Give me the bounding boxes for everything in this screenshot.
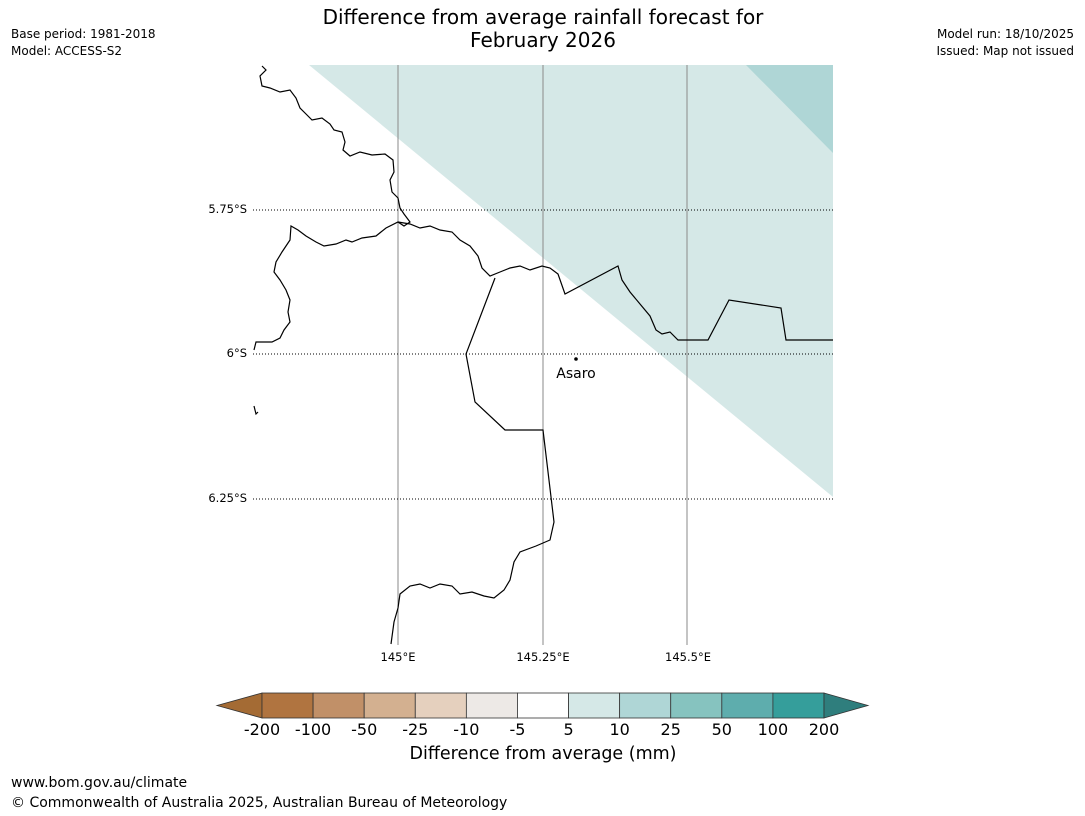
colorbar-segment <box>312 692 365 719</box>
lat-label: 6°S <box>227 346 247 360</box>
longitude-labels: 145°E 145.25°E 145.5°E <box>381 650 711 664</box>
lon-label: 145°E <box>381 650 416 664</box>
colorbar-segment <box>568 692 621 719</box>
colorbar <box>215 692 870 719</box>
colorbar-tick-label: -50 <box>351 720 377 739</box>
header-left: Base period: 1981-2018 Model: ACCESS-S2 <box>11 26 156 60</box>
boundary-south <box>390 277 555 645</box>
colorbar-segment <box>619 692 672 719</box>
model-text: Model: ACCESS-S2 <box>11 44 123 58</box>
colorbar-segment <box>670 692 723 719</box>
colorbar-segment <box>363 692 416 719</box>
place-marker-asaro: Asaro <box>556 357 596 382</box>
colorbar-segment <box>772 692 825 719</box>
colorbar-ticks: -200 -100 -50 -25 -10 -5 5 10 25 50 100 200 <box>244 720 839 739</box>
base-period-text: Base period: 1981-2018 <box>11 27 156 41</box>
header-right: Model run: 18/10/2025 Issued: Map not is… <box>936 26 1074 60</box>
lat-label: 6.25°S <box>208 491 247 505</box>
colorbar-tick-label: -100 <box>295 720 331 739</box>
colorbar-tick-label: -5 <box>509 720 525 739</box>
colorbar-segment <box>517 692 569 719</box>
place-label: Asaro <box>556 366 595 382</box>
boundary-north <box>253 65 411 351</box>
colorbar-segment <box>414 692 467 719</box>
title-line-1: Difference from average rainfall forecas… <box>322 5 764 29</box>
colorbar-tick-label: -200 <box>244 720 280 739</box>
province-boundaries <box>253 65 833 645</box>
lon-label: 145.5°E <box>665 650 711 664</box>
colorbar-tick-label: -25 <box>402 720 428 739</box>
footer-url[interactable]: www.bom.gov.au/climate <box>11 775 188 791</box>
latitude-labels: 5.75°S 6°S 6.25°S <box>208 202 247 505</box>
colorbar-tick-label: 200 <box>809 720 840 739</box>
issued-text: Issued: Map not issued <box>936 44 1074 58</box>
colorbar-extend-high <box>823 692 870 719</box>
title-line-2: February 2026 <box>470 28 616 52</box>
boundary-fragment <box>253 405 259 416</box>
boundary-east <box>397 221 833 341</box>
lon-label: 145.25°E <box>516 650 569 664</box>
colorbar-segment <box>465 692 518 719</box>
colorbar-tick-label: 10 <box>609 720 629 739</box>
shading-band-10-25 <box>746 65 833 153</box>
footer-copyright: © Commonwealth of Australia 2025, Austra… <box>11 795 508 811</box>
colorbar-title: Difference from average (mm) <box>409 744 677 764</box>
colorbar-segment <box>721 692 774 719</box>
colorbar-tick-label: 5 <box>563 720 573 739</box>
graticule <box>253 65 833 645</box>
colorbar-tick-label: 100 <box>758 720 789 739</box>
colorbar-tick-label: 50 <box>712 720 732 739</box>
colorbar-tick-label: -10 <box>453 720 479 739</box>
model-run-text: Model run: 18/10/2025 <box>936 27 1074 41</box>
colorbar-tick-label: 25 <box>661 720 681 739</box>
colorbar-segment <box>261 692 314 719</box>
map-title: Difference from average rainfall forecas… <box>243 6 843 52</box>
lat-label: 5.75°S <box>208 202 247 216</box>
colorbar-extend-low <box>215 692 263 719</box>
place-dot <box>574 357 578 361</box>
